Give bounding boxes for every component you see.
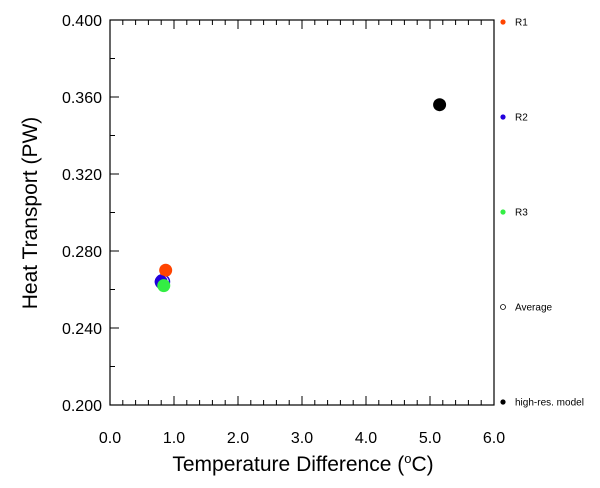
x-axis-title-degree-sup: o [404,451,411,466]
plot-frame [109,19,495,406]
x-axis-title-unit: C) [411,453,433,476]
legend: R1 R2 R3 Average high-res. model [500,18,584,409]
y-tick-label: 0.360 [62,90,102,107]
x-tick-label: 5.0 [419,430,441,447]
x-axis-title: Temperature Difference (oC) [172,451,433,476]
point-r3 [157,279,171,293]
x-tick-label: 0.0 [99,430,121,447]
x-tick-label: 1.0 [163,430,185,447]
x-tick-label: 4.0 [355,430,377,447]
legend-label-r3: R3 [515,208,528,219]
legend-marker-average [500,304,506,310]
legend-marker-high-res-model [500,399,506,405]
legend-label-r2: R2 [515,113,528,124]
y-tick-label: 0.200 [62,398,102,415]
point-r1 [159,263,173,277]
legend-label-average: Average [515,303,553,314]
legend-label-r1: R1 [515,18,528,29]
y-tick-label: 0.240 [62,321,102,338]
y-tick-label: 0.320 [62,167,102,184]
y-axis-title: Heat Transport (PW) [19,117,42,310]
legend-marker-r3 [500,209,506,215]
x-tick-label: 3.0 [291,430,313,447]
y-tick-label: 0.400 [62,13,102,30]
data-points [154,98,447,293]
x-tick-label: 6.0 [483,430,505,447]
x-tick-label: 2.0 [227,430,249,447]
y-tick-label: 0.280 [62,244,102,261]
x-axis-title-main: Temperature Difference ( [172,453,404,476]
legend-label-high-res-model: high-res. model [515,398,584,409]
legend-marker-r1 [500,19,506,25]
axis-ticks: 0.0 1.0 2.0 3.0 4.0 5.0 6.0 0.200 0.240 0.280 0.32… [62,13,505,447]
legend-marker-r2 [500,114,506,120]
point-high-res-model [433,98,447,112]
